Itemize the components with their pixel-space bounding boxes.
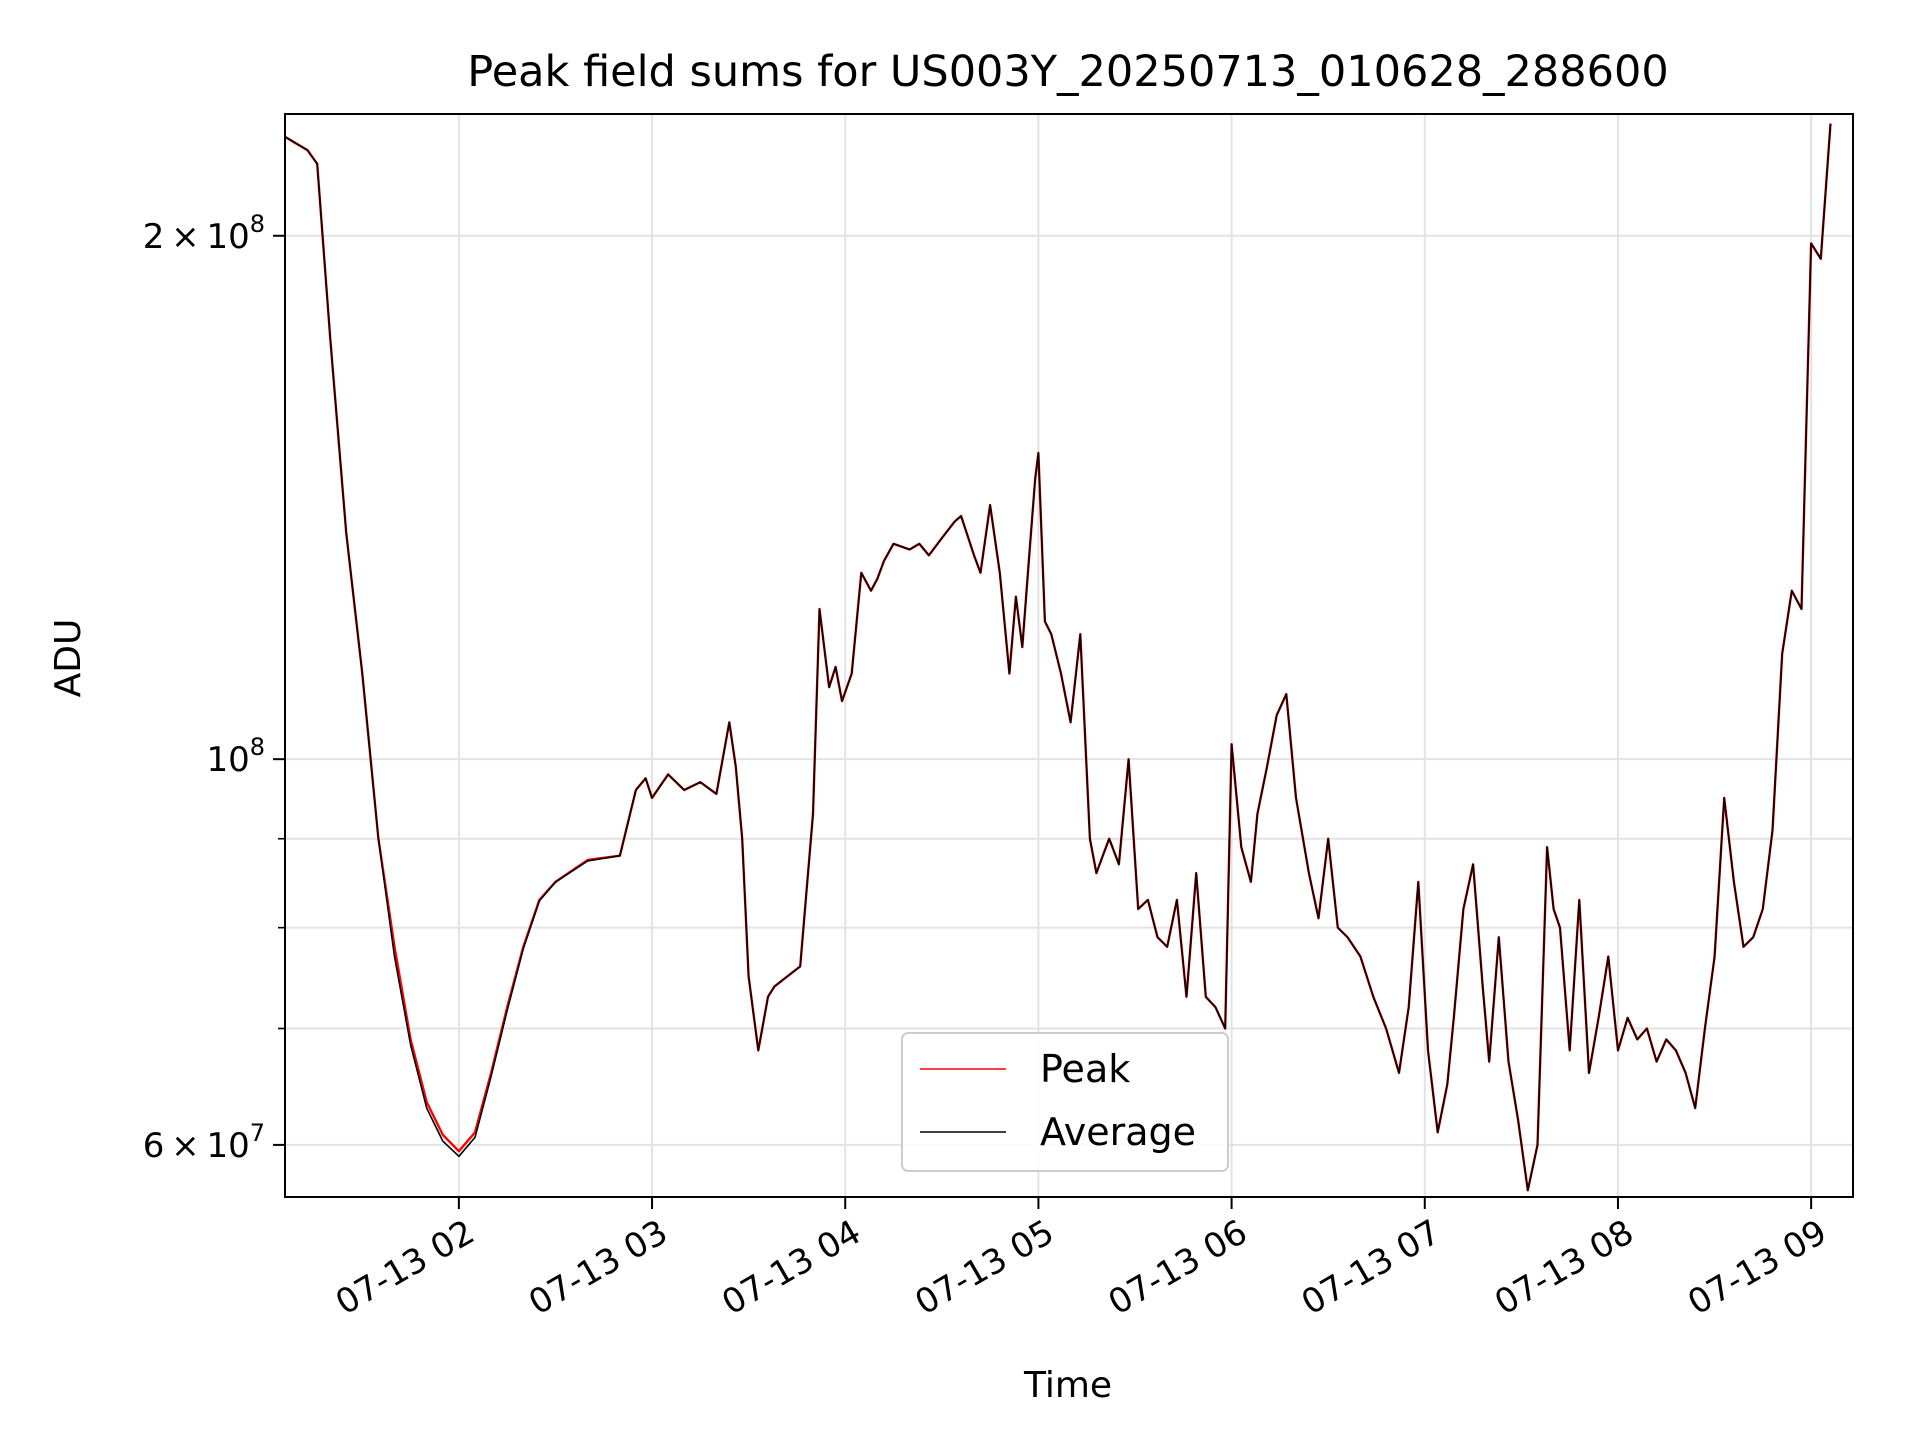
chart-title: Peak field sums for US003Y_20250713_0106… — [467, 47, 1668, 97]
y-tick-label-exponent: 7 — [250, 1119, 265, 1147]
y-tick-label-base: 6 × 10 — [143, 1126, 250, 1166]
series-lines — [284, 123, 1832, 1192]
y-tick-label: 6 × 107 — [143, 1119, 265, 1166]
legend: Peak Average — [901, 1032, 1229, 1172]
plot-frame — [284, 113, 1854, 1198]
y-tick-label-base: 10 — [206, 740, 249, 780]
series-line-average — [284, 123, 1832, 1192]
legend-label-peak: Peak — [1040, 1047, 1130, 1091]
y-tick-label-exponent: 8 — [250, 733, 265, 761]
x-axis-title: Time — [1023, 1365, 1112, 1406]
y-axis-title: ADU — [48, 619, 89, 698]
legend-label-average: Average — [1040, 1110, 1196, 1154]
legend-box — [901, 1032, 1229, 1172]
y-tick-label-exponent: 8 — [250, 210, 265, 238]
y-tick-label: 2 × 108 — [143, 210, 265, 257]
y-tick-label-base: 2 × 10 — [143, 217, 250, 257]
y-tick-label: 108 — [206, 733, 265, 780]
grid — [285, 114, 1853, 1197]
